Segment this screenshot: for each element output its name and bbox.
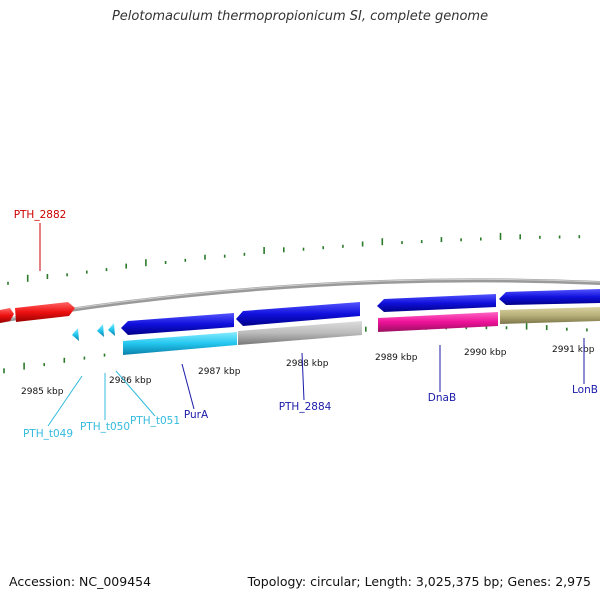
gene-pth-2882-features[interactable] — [0, 302, 75, 323]
label-leader-lines — [39, 223, 585, 427]
accession-text: Accession: NC_009454 — [9, 574, 152, 589]
trna-t051-marker[interactable] — [108, 323, 115, 336]
genome-summary-text: Topology: circular; Length: 3,025,375 bp… — [247, 574, 591, 589]
tick-label-2989: 2989 kbp — [375, 353, 418, 363]
kbp-scale: 2985 kbp 2986 kbp 2987 kbp 2988 kbp 2989… — [21, 345, 595, 397]
leader-pth-2884 — [301, 352, 305, 401]
blue-gene-4-arrow[interactable] — [499, 289, 600, 305]
gene-label-pth-t051[interactable]: PTH_t051 — [130, 415, 180, 427]
gray-feature-bar[interactable] — [238, 321, 362, 345]
gene-label-lonb[interactable]: LonB — [572, 384, 598, 396]
trna-t050-marker[interactable] — [97, 324, 104, 337]
tick-label-2985: 2985 kbp — [21, 387, 64, 397]
blue-gene-1-arrow[interactable] — [121, 313, 234, 335]
gene-pth-2882-arrow[interactable] — [15, 302, 75, 322]
magenta-feature-bar[interactable] — [378, 312, 498, 332]
gene-label-dnab[interactable]: DnaB — [428, 392, 456, 404]
olive-feature-bar[interactable] — [500, 307, 600, 324]
red-gene-arrow-left-stub[interactable] — [0, 308, 14, 323]
cyan-feature-bar[interactable] — [123, 332, 237, 355]
genome-backbone — [0, 278, 600, 323]
gene-labels: PTH_2882 PTH_t049 PTH_t050 PTH_t051 PurA… — [14, 209, 598, 440]
gene-label-pth-2882[interactable]: PTH_2882 — [14, 209, 67, 221]
gene-label-pura[interactable]: PurA — [184, 409, 209, 421]
tick-label-2986: 2986 kbp — [109, 376, 152, 386]
leader-pth-t049 — [47, 375, 83, 427]
leader-pura — [181, 363, 195, 410]
genome-backbone-highlight — [0, 278, 600, 321]
tick-label-2990: 2990 kbp — [464, 348, 507, 358]
tick-label-2987: 2987 kbp — [198, 367, 241, 377]
trna-markers[interactable] — [72, 323, 115, 341]
blue-gene-2-arrow[interactable] — [236, 302, 360, 326]
tick-label-2988: 2988 kbp — [286, 359, 329, 369]
tick-label-2991: 2991 kbp — [552, 345, 595, 355]
leader-pth-t051 — [115, 370, 156, 417]
gene-label-pth-t050[interactable]: PTH_t050 — [80, 421, 130, 433]
inner-feature-row[interactable] — [123, 307, 600, 355]
map-title: Pelotomaculum thermopropionicum SI, comp… — [111, 9, 489, 24]
gene-label-pth-t049[interactable]: PTH_t049 — [23, 428, 73, 440]
gene-label-pth-2884[interactable]: PTH_2884 — [279, 401, 332, 413]
blue-gene-row[interactable] — [121, 289, 600, 335]
trna-t049-marker[interactable] — [72, 328, 79, 341]
blue-gene-3-arrow[interactable] — [377, 294, 496, 312]
